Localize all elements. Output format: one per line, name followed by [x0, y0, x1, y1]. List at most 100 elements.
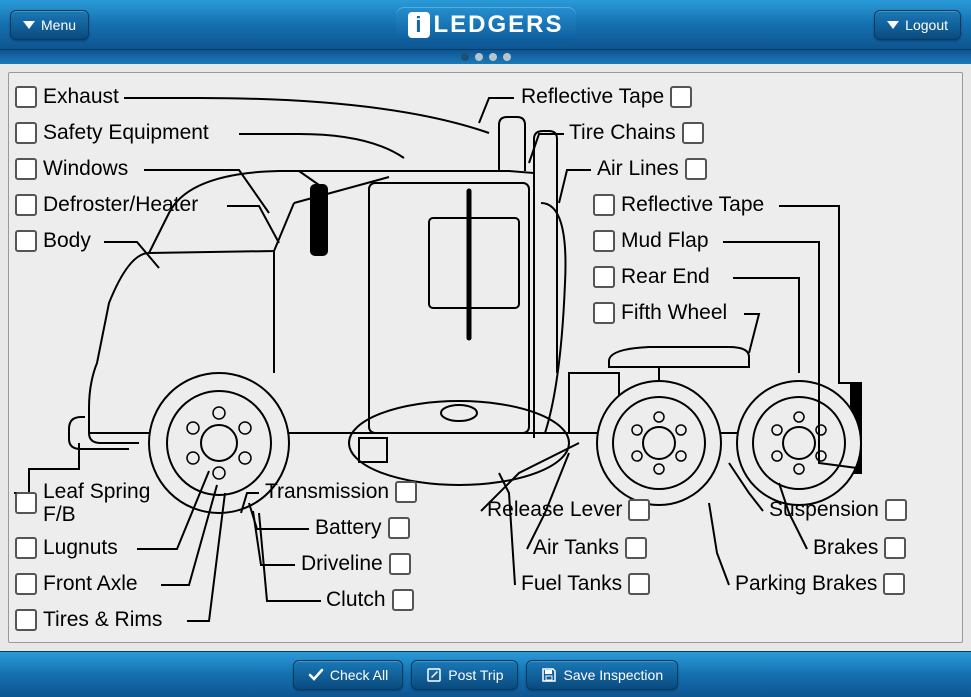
checkbox-air-lines[interactable] [685, 158, 707, 180]
inspection-item-windows: Windows [15, 157, 134, 181]
logo-badge: i [407, 12, 429, 38]
checkbox-mud-flap[interactable] [593, 230, 615, 252]
checkbox-driveline[interactable] [389, 553, 411, 575]
inspection-label: Windows [43, 157, 128, 181]
save-inspection-label: Save Inspection [563, 667, 663, 683]
checkbox-lugnuts[interactable] [15, 537, 37, 559]
checkbox-release-lever[interactable] [628, 499, 650, 521]
checkbox-body[interactable] [15, 230, 37, 252]
inspection-label: Front Axle [43, 572, 138, 596]
inspection-item-air-lines: Air Lines [597, 157, 707, 181]
inspection-item-rear-end: Rear End [593, 265, 716, 289]
inspection-item-transmission: Transmission [265, 480, 417, 504]
save-inspection-button[interactable]: Save Inspection [526, 660, 678, 690]
inspection-label: Tire Chains [569, 121, 676, 145]
inspection-item-driveline: Driveline [301, 552, 411, 576]
inspection-label: Reflective Tape [621, 193, 764, 217]
checkbox-reflective-tape-top[interactable] [670, 86, 692, 108]
checkbox-exhaust[interactable] [15, 86, 37, 108]
post-trip-button[interactable]: Post Trip [411, 660, 518, 690]
page-indicator [0, 50, 971, 64]
inspection-item-brakes: Brakes [813, 536, 906, 560]
inspection-item-front-axle: Front Axle [15, 572, 144, 596]
chevron-down-icon [23, 21, 35, 29]
checkbox-parking-brakes[interactable] [883, 573, 905, 595]
inspection-label: Fifth Wheel [621, 301, 727, 325]
checkbox-safety-equipment[interactable] [15, 122, 37, 144]
inspection-label: Brakes [813, 536, 878, 560]
inspection-label: Lugnuts [43, 536, 118, 560]
checkbox-tires-rims[interactable] [15, 609, 37, 631]
inspection-item-battery: Battery [315, 516, 410, 540]
inspection-label: Rear End [621, 265, 710, 289]
workspace: Exhaust Safety Equipment Windows Defroster/… [0, 64, 971, 651]
inspection-item-reflective-tape-top: Reflective Tape [521, 85, 692, 109]
save-icon [541, 667, 557, 683]
logo-text: LEDGERS [433, 11, 563, 39]
inspection-label: Air Lines [597, 157, 679, 181]
checkbox-air-tanks[interactable] [625, 537, 647, 559]
checkbox-suspension[interactable] [885, 499, 907, 521]
inspection-item-release-lever: Release Lever [487, 498, 650, 522]
inspection-item-fifth-wheel: Fifth Wheel [593, 301, 733, 325]
checkbox-brakes[interactable] [884, 537, 906, 559]
inspection-item-exhaust: Exhaust [15, 85, 125, 109]
inspection-label: Tires & Rims [43, 608, 162, 632]
inspection-item-fuel-tanks: Fuel Tanks [521, 572, 650, 596]
inspection-label: Suspension [769, 498, 879, 522]
pager-dot[interactable] [489, 53, 497, 61]
checkbox-rear-end[interactable] [593, 266, 615, 288]
pager-dot[interactable] [503, 53, 511, 61]
checkbox-fuel-tanks[interactable] [628, 573, 650, 595]
inspection-item-reflective-tape-side: Reflective Tape [593, 193, 770, 217]
menu-button[interactable]: Menu [10, 10, 89, 40]
app-logo: i LEDGERS [395, 7, 575, 43]
pager-dot[interactable] [475, 53, 483, 61]
inspection-label: Leaf Spring F/B [43, 480, 150, 526]
checkbox-transmission[interactable] [395, 481, 417, 503]
pager-dot[interactable] [461, 53, 469, 61]
inspection-item-tire-chains: Tire Chains [569, 121, 704, 145]
checkbox-battery[interactable] [388, 517, 410, 539]
inspection-label: Release Lever [487, 498, 622, 522]
inspection-item-leaf-spring: Leaf Spring F/B [15, 480, 156, 526]
inspection-item-parking-brakes: Parking Brakes [735, 572, 905, 596]
logout-button-label: Logout [905, 17, 948, 33]
menu-button-label: Menu [41, 17, 76, 33]
inspection-item-lugnuts: Lugnuts [15, 536, 124, 560]
check-icon [308, 667, 324, 683]
logout-button[interactable]: Logout [874, 10, 961, 40]
checkbox-leaf-spring[interactable] [15, 492, 37, 514]
checkbox-tire-chains[interactable] [682, 122, 704, 144]
footer-bar: Check All Post Trip Save Inspection [0, 651, 971, 697]
inspection-item-body: Body [15, 229, 97, 253]
inspection-label: Parking Brakes [735, 572, 877, 596]
inspection-label: Mud Flap [621, 229, 709, 253]
checkbox-fifth-wheel[interactable] [593, 302, 615, 324]
check-all-label: Check All [330, 667, 388, 683]
checkbox-defroster-heater[interactable] [15, 194, 37, 216]
inspection-item-mud-flap: Mud Flap [593, 229, 715, 253]
inspection-label: Safety Equipment [43, 121, 209, 145]
inspection-label: Reflective Tape [521, 85, 664, 109]
header-bar: Menu i LEDGERS Logout [0, 0, 971, 50]
inspection-item-tires-rims: Tires & Rims [15, 608, 168, 632]
inspection-item-defroster-heater: Defroster/Heater [15, 193, 204, 217]
inspection-item-air-tanks: Air Tanks [533, 536, 647, 560]
inspection-label: Transmission [265, 480, 389, 504]
inspection-label: Air Tanks [533, 536, 619, 560]
inspection-item-clutch: Clutch [326, 588, 414, 612]
checkbox-front-axle[interactable] [15, 573, 37, 595]
checkbox-reflective-tape-side[interactable] [593, 194, 615, 216]
inspection-label: Clutch [326, 588, 386, 612]
inspection-item-suspension: Suspension [769, 498, 907, 522]
inspection-item-safety-equipment: Safety Equipment [15, 121, 215, 145]
inspection-label: Exhaust [43, 85, 119, 109]
inspection-label: Driveline [301, 552, 383, 576]
checkbox-windows[interactable] [15, 158, 37, 180]
check-all-button[interactable]: Check All [293, 660, 403, 690]
inspection-label: Defroster/Heater [43, 193, 198, 217]
inspection-label: Battery [315, 516, 382, 540]
checkbox-clutch[interactable] [392, 589, 414, 611]
inspection-label: Body [43, 229, 91, 253]
